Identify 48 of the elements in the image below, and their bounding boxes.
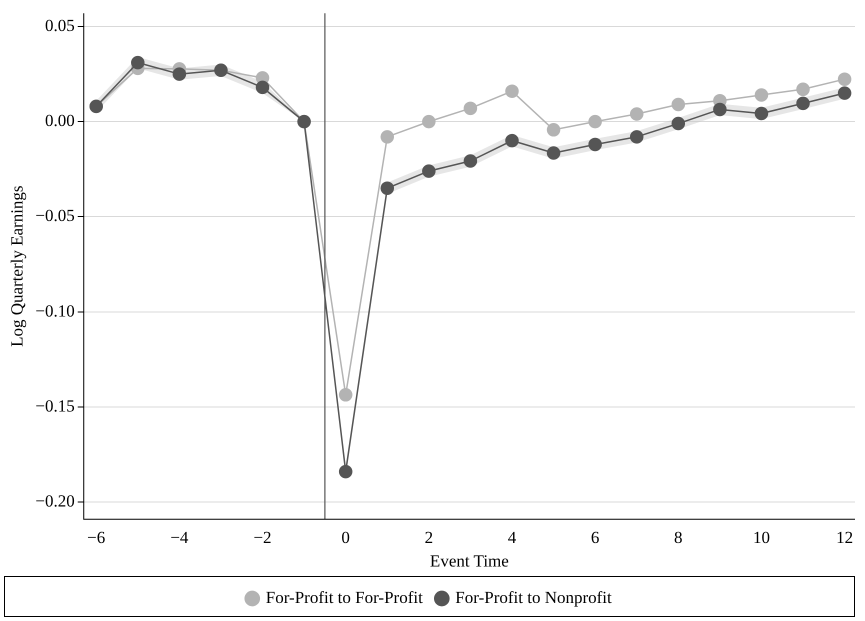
point xyxy=(505,134,519,148)
x-tick-label: 4 xyxy=(508,528,517,547)
x-tick-label: 8 xyxy=(674,528,683,547)
point xyxy=(713,102,727,116)
x-tick-label: 2 xyxy=(424,528,434,547)
point xyxy=(338,388,352,402)
point xyxy=(505,84,519,98)
x-tick-label: 0 xyxy=(341,528,350,547)
point xyxy=(256,80,270,94)
point xyxy=(630,107,644,121)
y-axis-title: Log Quarterly Earnings xyxy=(8,185,27,347)
point xyxy=(422,114,436,128)
point xyxy=(380,130,394,144)
x-axis-title: Event Time xyxy=(430,551,509,570)
y-tick-label: −0.05 xyxy=(35,206,75,226)
x-tick-label: −2 xyxy=(253,528,272,547)
legend-label: For-Profit to For-Profit xyxy=(266,588,424,607)
point xyxy=(672,98,686,112)
y-tick-label: 0.00 xyxy=(44,111,75,130)
point xyxy=(838,72,852,86)
y-tick-label: −0.15 xyxy=(35,396,75,416)
y-tick-label: 0.05 xyxy=(44,16,75,35)
point xyxy=(838,86,852,100)
x-tick-label: 6 xyxy=(590,528,600,547)
point xyxy=(588,114,602,128)
point xyxy=(588,138,602,152)
x-tick-label: −4 xyxy=(170,528,189,547)
y-tick-label: −0.10 xyxy=(35,301,75,320)
point xyxy=(546,123,560,137)
x-tick-label: −6 xyxy=(87,528,106,547)
point xyxy=(672,116,686,130)
point xyxy=(796,82,810,96)
x-tick-label: 10 xyxy=(752,528,770,547)
point xyxy=(464,154,478,168)
point xyxy=(338,464,352,478)
point xyxy=(754,88,768,102)
point xyxy=(422,164,436,178)
point xyxy=(796,96,810,110)
point xyxy=(754,106,768,120)
point xyxy=(546,146,560,160)
legend-label: For-Profit to Nonprofit xyxy=(455,588,612,607)
point xyxy=(131,56,145,70)
y-tick-label: −0.20 xyxy=(35,492,75,511)
x-tick-label: 12 xyxy=(836,528,854,547)
point xyxy=(380,181,394,195)
point xyxy=(464,102,478,116)
point xyxy=(172,67,186,81)
point xyxy=(630,130,644,144)
